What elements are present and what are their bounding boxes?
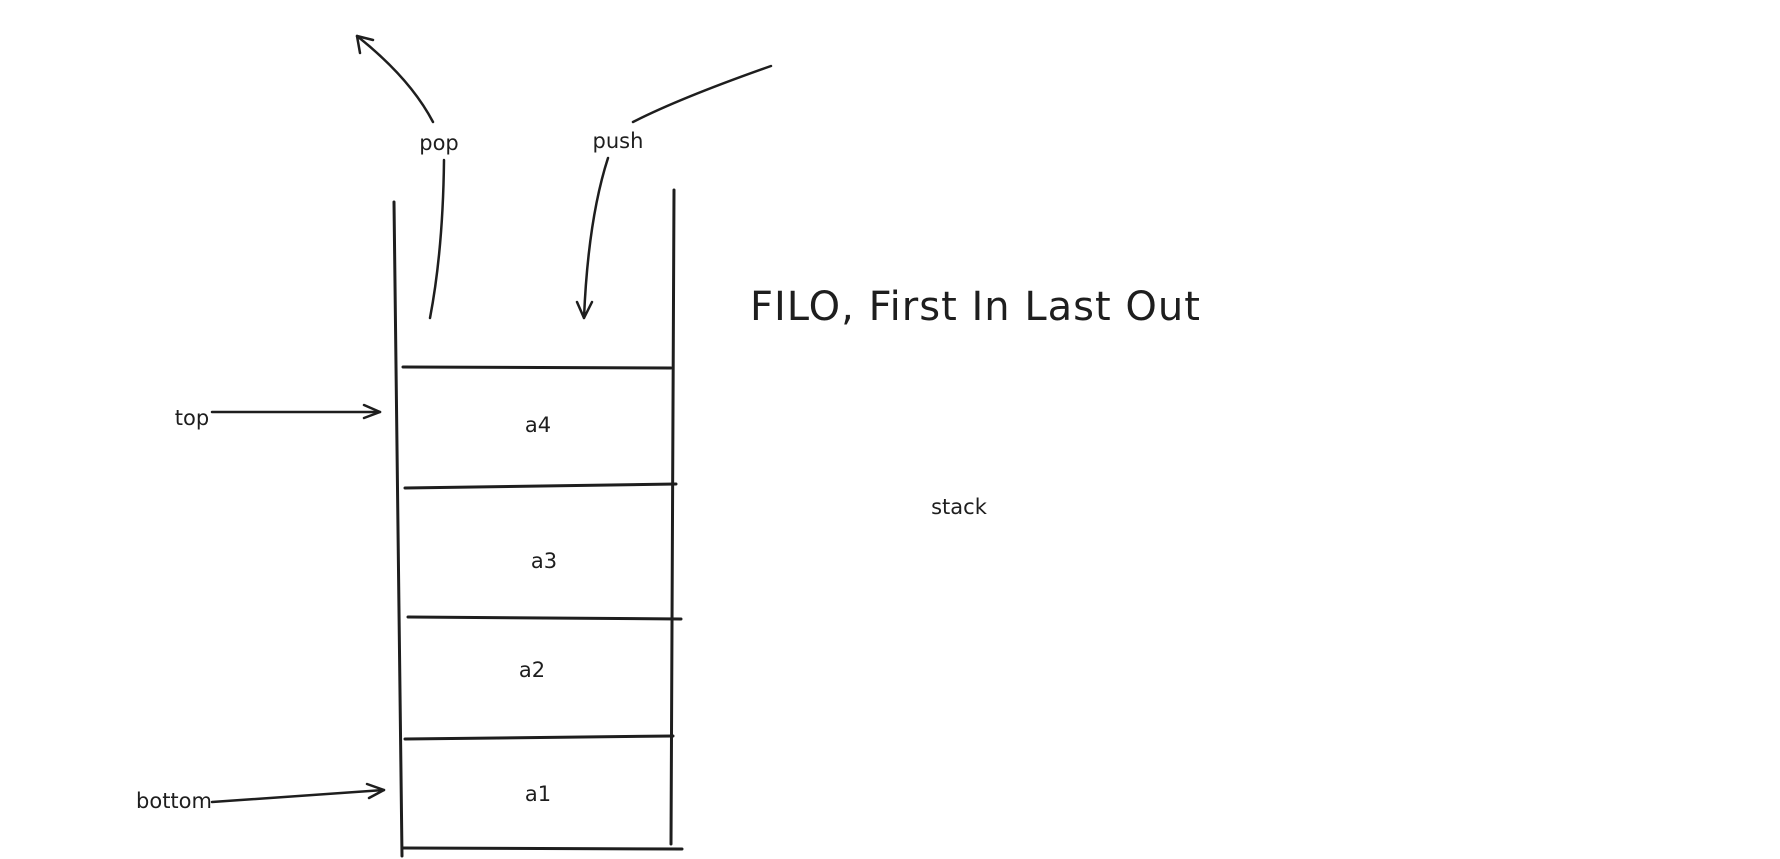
stack-cells: a4 a3 a2 a1: [519, 413, 557, 806]
pop-operation: pop: [355, 34, 459, 320]
push-label: push: [593, 129, 644, 153]
push-arrow: [582, 156, 610, 320]
top-pointer: top: [175, 403, 382, 430]
divider-a2-a1: [403, 734, 675, 741]
pop-line: [428, 158, 446, 320]
top-pointer-arrowhead-icon: [362, 403, 382, 420]
bottom-pointer: bottom: [136, 782, 386, 813]
stack-cell-label: a1: [525, 782, 551, 806]
divider-a3-a2: [406, 615, 683, 621]
push-line: [631, 64, 773, 124]
pop-arrowhead-icon: [355, 34, 375, 55]
divider-a4-a3: [403, 482, 678, 490]
stack-left-wall: [392, 200, 404, 858]
pop-label: pop: [419, 131, 459, 155]
stack-cell-label: a3: [531, 549, 557, 573]
push-operation: push: [575, 64, 773, 320]
stack-cell-label: a4: [525, 413, 551, 437]
stack-right-wall: [669, 188, 676, 846]
bottom-pointer-label: bottom: [136, 789, 212, 813]
bottom-pointer-arrow: [210, 788, 386, 804]
diagram-caption: stack: [931, 495, 988, 519]
stack-container: [392, 188, 684, 858]
pop-arrow: [355, 34, 435, 124]
bottom-pointer-arrowhead-icon: [365, 782, 386, 800]
top-pointer-label: top: [175, 406, 209, 430]
diagram-title: FILO, First In Last Out: [750, 284, 1201, 330]
push-arrowhead-icon: [575, 300, 594, 320]
stack-base-line: [401, 846, 684, 851]
stack-cell-label: a2: [519, 658, 545, 682]
divider-top-of-a4: [401, 365, 673, 370]
stack-cell-dividers: [401, 365, 683, 741]
